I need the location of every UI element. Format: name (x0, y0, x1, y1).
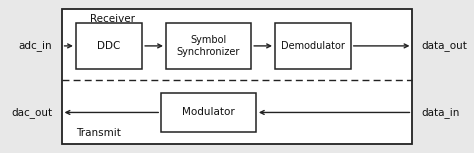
Text: Transmit: Transmit (76, 129, 121, 138)
Text: data_in: data_in (422, 107, 460, 118)
FancyBboxPatch shape (166, 23, 251, 69)
Text: Demodulator: Demodulator (281, 41, 345, 51)
FancyBboxPatch shape (62, 9, 412, 144)
Text: Receiver: Receiver (90, 14, 135, 24)
Text: DDC: DDC (97, 41, 121, 51)
FancyBboxPatch shape (161, 93, 256, 132)
FancyBboxPatch shape (275, 23, 351, 69)
FancyBboxPatch shape (76, 23, 142, 69)
Text: Modulator: Modulator (182, 107, 235, 118)
Text: Symbol
Synchronizer: Symbol Synchronizer (177, 35, 240, 57)
Text: dac_out: dac_out (11, 107, 52, 118)
Text: adc_in: adc_in (18, 40, 52, 51)
Text: data_out: data_out (422, 40, 468, 51)
